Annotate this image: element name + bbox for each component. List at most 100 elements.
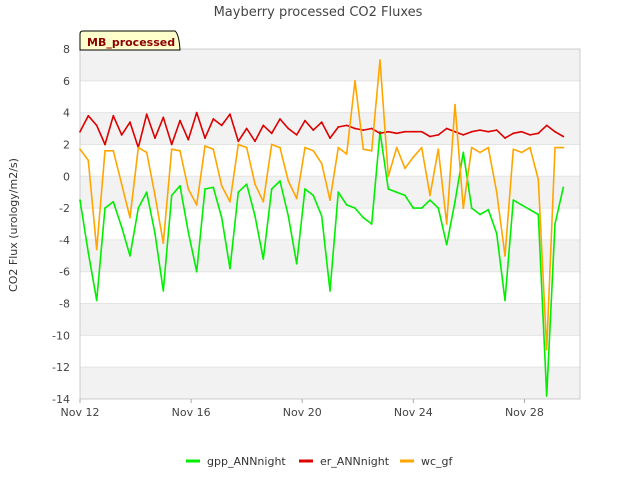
- data-point: [354, 207, 356, 209]
- data-point: [354, 79, 356, 82]
- data-point: [462, 151, 465, 154]
- data-point: [104, 149, 106, 152]
- y-tick-label: 2: [63, 138, 70, 151]
- data-point: [420, 130, 423, 133]
- data-point: [470, 207, 473, 209]
- y-tick-label: 8: [63, 43, 70, 56]
- data-point: [329, 199, 331, 202]
- data-point: [470, 146, 473, 149]
- data-point: [295, 197, 298, 200]
- x-tick-label: Nov 28: [505, 406, 544, 419]
- data-point: [545, 348, 548, 351]
- data-point: [329, 289, 331, 292]
- data-point: [404, 194, 406, 197]
- data-point: [554, 146, 556, 149]
- grid-band: [80, 239, 580, 272]
- data-point: [120, 183, 123, 186]
- data-point: [254, 183, 256, 186]
- data-point: [229, 113, 231, 116]
- y-axis-label: CO2 Flux (urology/m2/s): [7, 158, 20, 292]
- data-point: [412, 130, 415, 133]
- data-point: [379, 59, 381, 62]
- data-point: [404, 130, 406, 133]
- data-point: [304, 188, 306, 190]
- site-tag-box: [79, 30, 181, 51]
- site-tag: MB_processed: [79, 30, 181, 51]
- data-point: [462, 134, 465, 136]
- data-point: [354, 127, 356, 130]
- data-point: [470, 130, 473, 133]
- legend-item: gpp_ANNnight: [186, 455, 286, 468]
- data-point: [545, 124, 548, 127]
- data-point: [320, 121, 323, 124]
- data-point: [129, 216, 131, 219]
- data-point: [445, 127, 448, 130]
- data-point: [187, 231, 190, 233]
- data-point: [237, 140, 240, 143]
- data-point: [270, 188, 273, 190]
- data-point: [262, 258, 265, 260]
- data-point: [279, 146, 281, 149]
- data-point: [504, 137, 506, 139]
- data-point: [412, 156, 415, 159]
- data-point: [145, 113, 148, 116]
- data-point: [187, 188, 190, 190]
- data-point: [429, 135, 431, 138]
- site-tag-label: MB_processed: [87, 36, 175, 49]
- data-point: [104, 207, 106, 209]
- legend-label: er_ANNnight: [320, 455, 390, 468]
- series-er_ANNnight: [79, 111, 565, 149]
- data-point: [412, 207, 415, 209]
- data-point: [87, 251, 90, 254]
- data-point: [362, 216, 365, 219]
- data-point: [537, 132, 540, 135]
- x-tick-label: Nov 20: [283, 406, 322, 419]
- data-point: [112, 114, 115, 117]
- grid-band: [80, 49, 580, 81]
- data-point: [395, 146, 398, 149]
- data-point: [212, 118, 215, 120]
- data-point: [220, 124, 223, 127]
- data-point: [445, 243, 448, 246]
- data-point: [479, 151, 481, 154]
- data-point: [370, 223, 373, 225]
- data-point: [520, 130, 523, 133]
- data-point: [262, 200, 265, 203]
- y-tick-label: -2: [59, 202, 70, 215]
- data-point: [529, 208, 531, 211]
- data-point: [137, 207, 140, 209]
- grid-band: [80, 112, 580, 145]
- data-point: [387, 130, 390, 133]
- data-point: [162, 116, 165, 119]
- data-point: [162, 289, 165, 292]
- legend-label: wc_gf: [421, 455, 454, 468]
- y-tick-label: 6: [63, 75, 70, 88]
- data-point: [312, 194, 315, 197]
- y-tick-label: -14: [52, 393, 70, 406]
- data-point: [170, 194, 173, 197]
- data-point: [395, 191, 398, 194]
- data-point: [487, 130, 490, 133]
- data-point: [362, 129, 365, 132]
- data-point: [154, 194, 156, 197]
- data-point: [462, 207, 465, 209]
- data-point: [254, 215, 256, 217]
- data-point: [379, 132, 381, 135]
- data-point: [220, 216, 223, 219]
- data-point: [337, 146, 340, 149]
- data-point: [420, 146, 423, 149]
- data-point: [204, 145, 206, 147]
- data-point: [204, 137, 206, 139]
- data-point: [337, 191, 340, 194]
- data-point: [295, 134, 298, 136]
- data-point: [95, 248, 98, 251]
- data-point: [437, 148, 440, 151]
- data-point: [429, 194, 431, 197]
- x-tick-label: Nov 16: [172, 406, 211, 419]
- data-point: [387, 175, 390, 178]
- data-point: [420, 207, 423, 209]
- data-point: [279, 180, 281, 182]
- data-point: [270, 143, 273, 146]
- data-point: [95, 124, 98, 127]
- data-point: [229, 200, 231, 203]
